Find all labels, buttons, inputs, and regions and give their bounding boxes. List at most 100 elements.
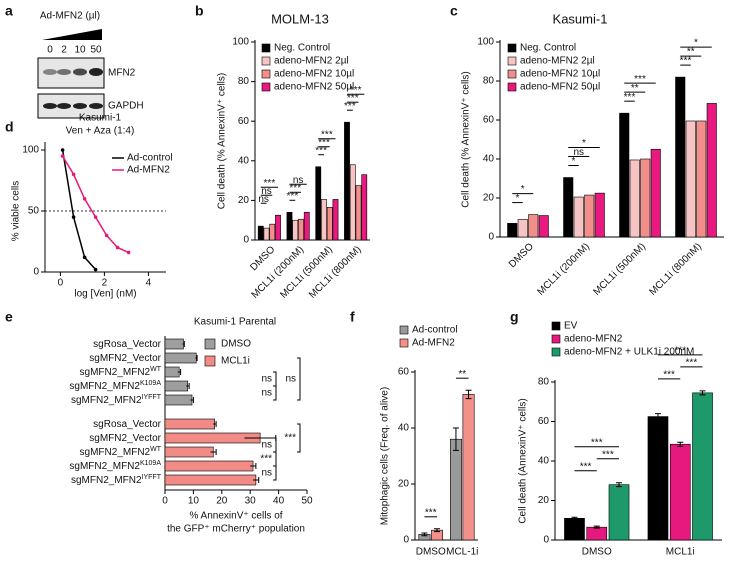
bar — [263, 227, 270, 241]
error-bar — [190, 397, 194, 403]
bar — [164, 380, 189, 392]
bar — [629, 159, 640, 238]
bar — [462, 394, 475, 541]
y-tick-label: 40 — [238, 155, 250, 166]
x-tick-label: 0 — [58, 278, 64, 289]
significance-label: *** — [602, 449, 614, 460]
point — [104, 233, 109, 238]
significance-label: ns — [261, 440, 272, 451]
significance-label: *** — [264, 178, 276, 189]
y-tick-label: 20 — [238, 195, 250, 206]
y-axis-label: Cell death (AnnexinV⁺ cells) — [518, 398, 529, 523]
significance-label: * — [521, 184, 525, 195]
bar — [619, 112, 630, 238]
bar — [507, 223, 518, 238]
y-tick-label: sgRosa_Vector — [93, 339, 161, 350]
point — [60, 148, 65, 152]
chart-subtitle: Ven + Aza (1:4) — [66, 126, 135, 137]
significance-label: ** — [631, 83, 639, 94]
bar — [675, 76, 686, 238]
bar — [164, 394, 193, 406]
bar — [349, 164, 356, 241]
y-tick-label: 60 — [398, 367, 410, 378]
significance-bracket — [273, 385, 277, 401]
y-tick-label: 20 — [538, 495, 550, 506]
panel-label: c — [450, 3, 458, 19]
legend-label: Neg. Control — [274, 43, 330, 54]
y-tick-label: 20 — [398, 479, 410, 490]
y-tick-label: 80 — [483, 76, 495, 87]
category-superscript: IYFFT — [142, 394, 162, 401]
y-tick-label: 0 — [243, 235, 249, 246]
x-tick-label: MCL1i (800nM) — [307, 244, 364, 301]
point — [82, 255, 87, 260]
y-axis-label: Mitophagic cells (Freq. of alive) — [380, 387, 391, 525]
y-tick-label: 80 — [238, 76, 250, 87]
y-tick-label: 100 — [22, 145, 39, 156]
error-bar — [677, 441, 684, 447]
significance-bracket — [273, 465, 277, 481]
wedge — [42, 29, 102, 40]
y-tick-label: sgMFN2_MFN2K109A — [69, 380, 161, 392]
category-name: sgMFN2_Vector — [89, 353, 161, 364]
x-tick-label: 40 — [273, 496, 285, 507]
y-tick-label: sgRosa_Vector — [93, 419, 161, 430]
significance-label: *** — [315, 145, 327, 156]
bar — [573, 196, 584, 238]
chart-title: MOLM-13 — [271, 11, 329, 26]
significance-bracket — [297, 357, 301, 401]
significance-label: ns — [285, 374, 296, 385]
bar — [164, 446, 214, 458]
significance-bracket — [273, 437, 277, 453]
significance-label: *** — [624, 92, 636, 103]
error-bar — [654, 413, 661, 421]
significance-label: *** — [350, 85, 362, 96]
y-tick-label: 60 — [538, 416, 550, 427]
panel-label: d — [5, 119, 14, 135]
bar — [315, 166, 322, 241]
category-name: sgMFN2_MFN2 — [69, 381, 140, 392]
significance-label: *** — [425, 507, 437, 518]
error-bar — [699, 390, 706, 396]
bands — [43, 68, 103, 109]
bar — [584, 194, 595, 238]
bar — [538, 215, 549, 238]
x-tick-label: DMSO — [507, 241, 536, 270]
legend-label: adeno-MFN2 50µl — [274, 82, 354, 93]
y-tick-label: sgMFN2_MFN2IYFFT — [71, 474, 162, 486]
legend-swatch — [399, 325, 409, 335]
legend-label: Neg. Control — [520, 43, 576, 54]
category-superscript: K109A — [140, 380, 161, 387]
bar — [164, 366, 180, 378]
legend-swatch — [204, 338, 216, 350]
y-tick-label: sgMFN2_MFN2K109A — [69, 460, 161, 472]
significance-label: ns — [293, 175, 304, 186]
y-tick-label: 50 — [28, 206, 40, 217]
y-tick-label: 40 — [483, 154, 495, 165]
x-axis-label: % AnnexinV⁺ cells of — [189, 511, 282, 522]
category-name: sgMFN2_Vector — [89, 433, 161, 444]
error-bar — [253, 477, 260, 483]
x-axis-label: the GFP⁺ mCherry⁺ population — [167, 524, 305, 535]
bar — [286, 211, 293, 241]
error-bar — [434, 528, 441, 533]
significance-label: *** — [260, 454, 272, 465]
significance-label: *** — [663, 370, 675, 381]
y-tick-label: 60 — [483, 115, 495, 126]
legend-swatch — [551, 321, 561, 331]
panel-label: f — [350, 309, 355, 325]
point — [60, 154, 65, 158]
legend-label: Ad-MFN2 — [127, 165, 170, 176]
y-tick-label: 40 — [538, 456, 550, 467]
bar — [640, 158, 651, 238]
x-tick-label: 30 — [245, 496, 257, 507]
bar — [164, 474, 257, 486]
error-bar — [465, 389, 472, 400]
x-tick-label: MCL1i (800nM) — [647, 241, 704, 298]
y-tick-label: 0 — [33, 267, 39, 278]
error-bar — [250, 463, 257, 469]
significance-label: ** — [687, 47, 695, 58]
error-bar — [186, 383, 190, 389]
category-superscript: IYFFT — [142, 474, 162, 481]
significance-label: * — [582, 138, 586, 149]
